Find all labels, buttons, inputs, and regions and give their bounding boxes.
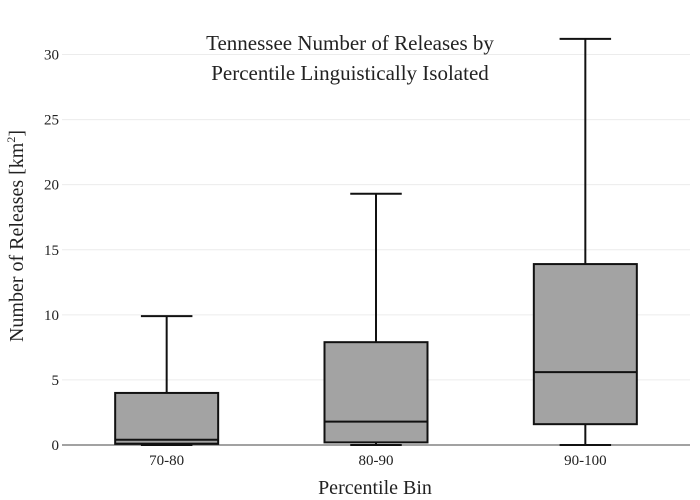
iqr-box [532,263,638,426]
boxes [114,37,638,446]
box-90-100 [532,37,638,446]
x-tick-label: 80-90 [359,453,394,469]
y-tick-label: 15 [44,243,59,259]
y-tick-label: 0 [52,438,60,454]
chart-title: Tennessee Number of Releases by Percenti… [206,31,494,85]
y-tick-label: 30 [44,48,59,64]
x-tick-label: 90-100 [564,453,607,469]
y-tick-label: 5 [52,373,60,389]
box-70-80 [114,315,220,446]
y-tick-label: 25 [44,113,59,129]
y-tick-label: 10 [44,308,59,324]
axes: 0 5 10 15 20 25 30 70-80 80-90 90-100 [44,48,690,469]
y-axis-label: Number of Releases [km2] [4,130,28,342]
x-tick-label: 70-80 [149,453,184,469]
y-tick-label: 20 [44,178,59,194]
x-axis-label: Percentile Bin [318,477,432,499]
box-80-90 [323,192,429,446]
iqr-box [323,341,429,444]
chart-title-line-2: Percentile Linguistically Isolated [211,61,489,85]
chart-title-line-1: Tennessee Number of Releases by [206,31,494,55]
iqr-box [114,391,220,445]
